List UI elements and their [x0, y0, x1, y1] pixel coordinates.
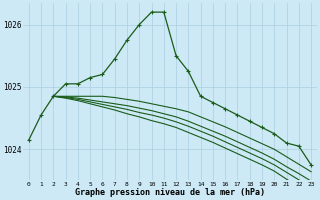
X-axis label: Graphe pression niveau de la mer (hPa): Graphe pression niveau de la mer (hPa) — [75, 188, 265, 197]
